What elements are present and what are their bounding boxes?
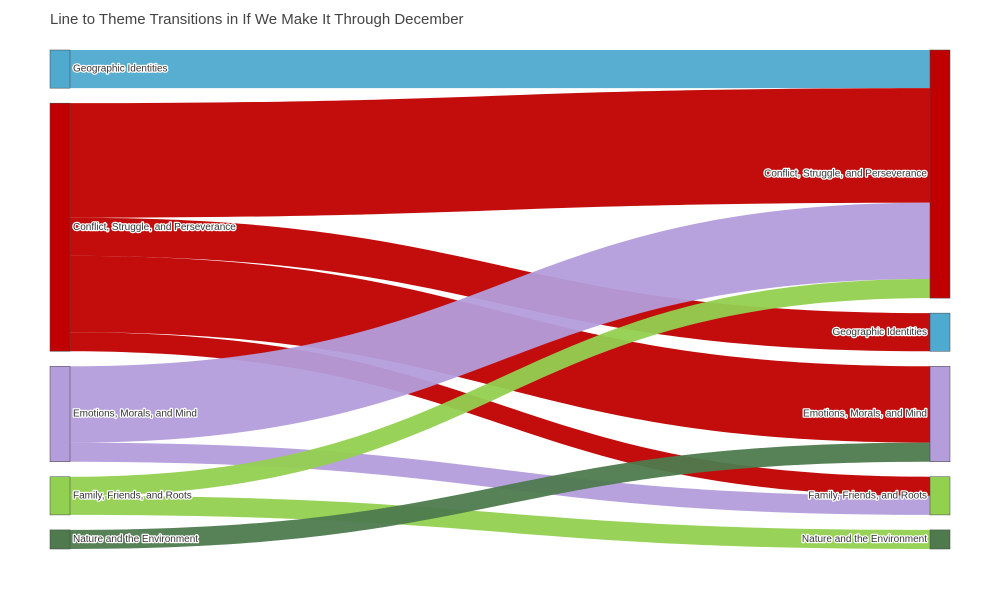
node-label: Emotions, Morals, and Mind [803, 409, 927, 420]
node-label: Geographic Identities [832, 327, 927, 338]
node [929, 366, 951, 462]
chart-title: Line to Theme Transitions in If We Make … [50, 11, 464, 28]
links [70, 50, 930, 549]
link [70, 202, 930, 443]
node [49, 102, 71, 352]
node-label: Emotions, Morals, and Mind [73, 409, 197, 420]
node [49, 529, 71, 550]
node-label: Family, Friends, and Roots [73, 490, 192, 501]
link [70, 88, 930, 218]
node [929, 529, 951, 550]
link [70, 332, 930, 496]
node-label: Family, Friends, and Roots [808, 490, 927, 501]
node-label: Conflict, Struggle, and Perseverance [73, 222, 236, 233]
node-label: Conflict, Struggle, and Perseverance [764, 169, 927, 180]
node [929, 49, 951, 299]
node [929, 476, 951, 516]
link [70, 279, 930, 496]
nodes: Geographic Identities Conflict, Struggle,… [49, 49, 951, 550]
link [70, 495, 930, 549]
node [49, 49, 71, 89]
link [70, 442, 930, 549]
node-label: Nature and the Environment [802, 534, 927, 545]
node [49, 476, 71, 516]
node-label: Nature and the Environment [73, 534, 198, 545]
node [929, 312, 951, 352]
link [70, 50, 930, 89]
node [49, 366, 71, 462]
node-label: Geographic Identities [73, 64, 168, 75]
